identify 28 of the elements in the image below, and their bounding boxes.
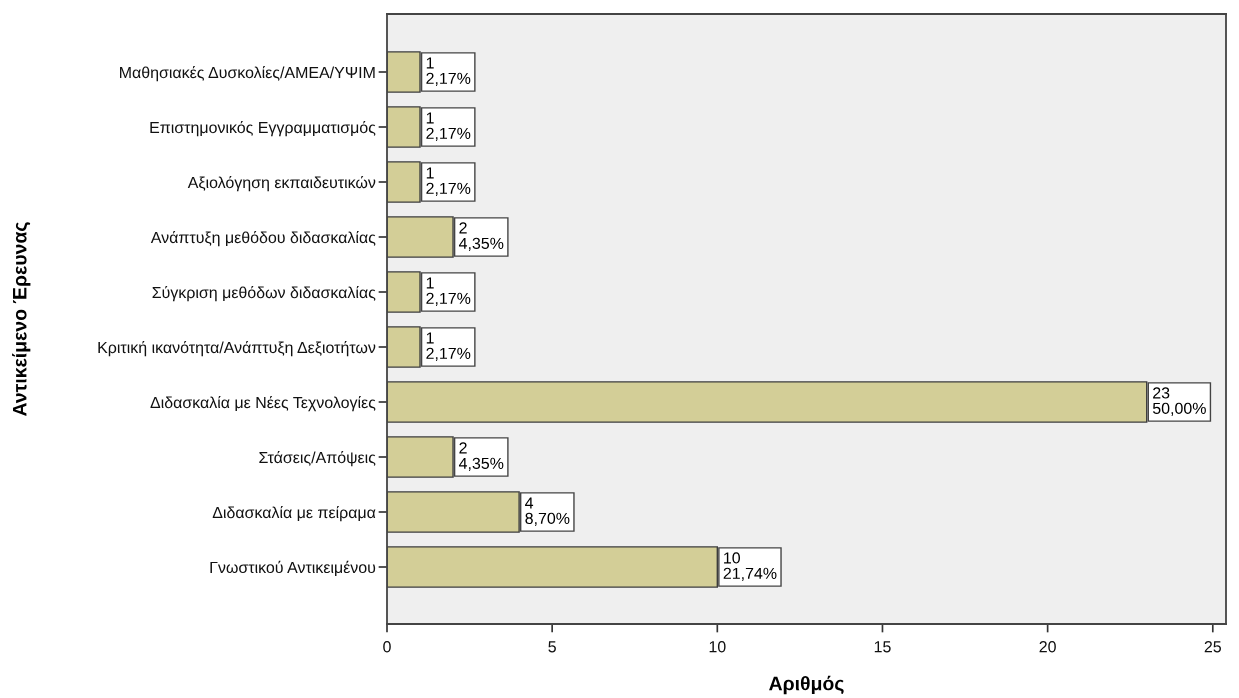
- x-tick-label: 10: [709, 641, 726, 653]
- data-label: 4 8,70%: [525, 497, 570, 526]
- y-tick-label: Αξιολόγηση εκπαιδευτικών: [187, 175, 376, 192]
- y-tick-label: Επιστημονικός Εγγραμματισμός: [150, 120, 376, 137]
- x-tick-label: 5: [548, 641, 556, 653]
- x-tick-label: 20: [1039, 641, 1056, 653]
- data-label: 23 50,00%: [1152, 387, 1206, 416]
- data-label: 1 2,17%: [426, 277, 471, 306]
- data-label: 1 2,17%: [426, 112, 471, 141]
- data-label: 2 4,35%: [458, 222, 504, 251]
- data-label: 10 21,74%: [723, 552, 777, 581]
- data-label: 1 2,17%: [426, 332, 471, 361]
- y-tick-label: Διδασκαλία με Νέες Τεχνολογίες: [150, 395, 376, 412]
- data-label: 1 2,17%: [426, 167, 471, 196]
- x-axis-title: Αριθμός: [769, 675, 844, 695]
- y-tick-label: Γνωστικού Αντικειμένου: [210, 560, 376, 576]
- x-tick-label: 15: [874, 641, 891, 653]
- y-tick-label: Σύγκριση μεθόδων διδασκαλίας: [152, 285, 376, 302]
- y-tick-label: Ανάπτυξη μεθόδου διδασκαλίας: [150, 230, 376, 247]
- data-label: 2 4,35%: [458, 442, 504, 471]
- data-label: 1 2,17%: [426, 57, 471, 86]
- y-tick-label: Κριτική ικανότητα/Ανάπτυξη Δεξιοτήτων: [98, 340, 376, 357]
- x-tick-label: 0: [383, 641, 391, 653]
- y-axis-title: Αντικείμενο Έρευνας: [12, 222, 31, 416]
- x-tick-label: 25: [1204, 641, 1221, 653]
- y-tick-label: Διδασκαλία με πείραμα: [212, 505, 376, 522]
- y-tick-label: Στάσεις/Απόψεις: [259, 450, 376, 467]
- y-tick-label: Μαθησιακές Δυσκολίες/ΑΜΕΑ/ΥΨΙΜ: [120, 65, 375, 82]
